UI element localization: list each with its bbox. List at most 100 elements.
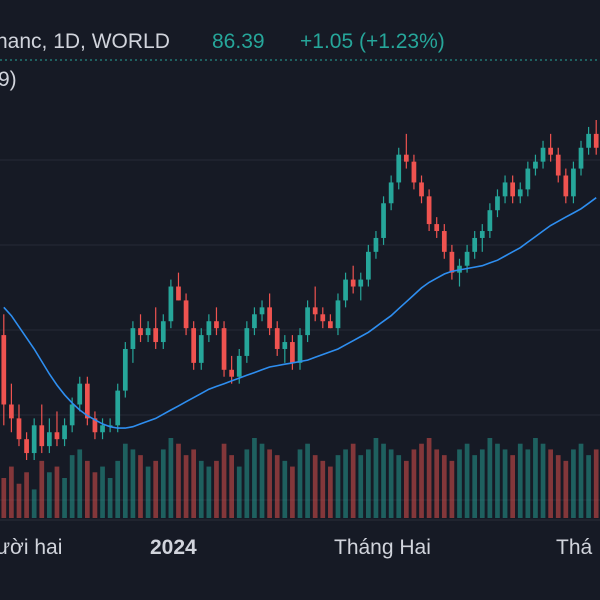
candle-body xyxy=(145,328,151,336)
volume-bar xyxy=(517,443,523,518)
volume-bar xyxy=(160,449,166,518)
candle-body xyxy=(396,154,402,183)
volume-bar xyxy=(305,443,310,518)
candle-body xyxy=(282,342,288,349)
volume-bar xyxy=(198,460,204,518)
volume-bar xyxy=(274,455,280,518)
candle xyxy=(24,432,29,460)
candle xyxy=(335,293,341,336)
volume-bar xyxy=(130,449,136,518)
volume-bar xyxy=(593,449,599,518)
volume-bar xyxy=(39,460,45,518)
candle-body xyxy=(221,328,227,370)
candle xyxy=(31,418,37,460)
candle-body xyxy=(1,335,7,405)
candle xyxy=(419,175,424,204)
candle xyxy=(358,272,364,301)
candle xyxy=(434,217,440,238)
candle-body xyxy=(130,328,136,349)
candle xyxy=(388,175,394,211)
volume-bar xyxy=(419,443,424,518)
candle xyxy=(441,224,447,259)
candle xyxy=(510,175,516,204)
volume-bar xyxy=(122,443,128,518)
candle xyxy=(183,293,189,336)
candle-body xyxy=(31,425,37,454)
candle-body xyxy=(525,168,531,190)
volume-bar xyxy=(472,455,478,518)
candle xyxy=(578,140,584,176)
candle-body xyxy=(593,133,599,148)
candle xyxy=(343,272,348,308)
x-tick-label: Tháng Hai xyxy=(334,536,431,559)
candle xyxy=(221,321,227,377)
candle-body xyxy=(495,196,500,211)
candle xyxy=(62,418,67,447)
candle-body xyxy=(479,231,485,238)
candle-body xyxy=(259,307,265,315)
candle xyxy=(403,133,409,169)
volume-bar xyxy=(555,455,561,518)
candle xyxy=(533,154,538,176)
candle-body xyxy=(434,224,440,232)
candle xyxy=(449,244,455,280)
candle-body xyxy=(441,231,447,252)
candle-body xyxy=(176,286,181,301)
candle-body xyxy=(168,286,174,322)
price-change: +1.05 (+1.23%) xyxy=(300,30,445,53)
volume-bar xyxy=(92,472,98,518)
candle-body xyxy=(449,251,455,273)
candle xyxy=(229,355,234,384)
candle-body xyxy=(9,404,14,419)
volume-bar xyxy=(533,438,538,518)
candle xyxy=(479,224,485,252)
candle-body xyxy=(350,279,356,287)
candle-body xyxy=(214,321,219,329)
volume-bar xyxy=(176,443,181,518)
volume-bar xyxy=(290,466,295,518)
candle xyxy=(593,120,599,155)
candle xyxy=(350,265,356,294)
candle-body xyxy=(502,182,508,197)
candle-body xyxy=(358,279,364,287)
candle-body xyxy=(252,314,257,329)
candle xyxy=(39,404,45,454)
volume-bar xyxy=(206,466,212,518)
volume-bar xyxy=(47,472,52,518)
volume-bar xyxy=(183,455,189,518)
candle-body xyxy=(191,328,197,363)
volume-bar xyxy=(145,466,151,518)
volume-bar xyxy=(563,460,569,518)
candle-body xyxy=(183,300,189,329)
volume-bar xyxy=(267,449,272,518)
volume-bar xyxy=(396,455,402,518)
volume-bar xyxy=(62,478,67,518)
candle-body xyxy=(69,404,75,426)
candle-body xyxy=(47,432,52,447)
candle xyxy=(259,300,265,322)
volume-bar xyxy=(191,449,197,518)
candle-body xyxy=(563,175,569,197)
candle xyxy=(571,161,576,204)
candle xyxy=(495,189,500,218)
volume-bar xyxy=(320,460,326,518)
volume-bar xyxy=(252,438,257,518)
candle-body xyxy=(305,307,310,336)
candle xyxy=(252,307,257,336)
x-tick-label: Thá xyxy=(556,536,593,559)
candle xyxy=(426,189,432,232)
volume-bar xyxy=(343,449,348,518)
candle xyxy=(305,300,310,343)
candle-body xyxy=(290,342,295,363)
volume-bar xyxy=(479,449,485,518)
volume-bar xyxy=(434,449,440,518)
candle-body xyxy=(77,383,83,405)
candle xyxy=(153,307,159,349)
volume-bar xyxy=(540,443,546,518)
candle xyxy=(115,383,121,433)
volume-bar xyxy=(328,466,333,518)
candle-body xyxy=(100,425,105,433)
symbol-label: nanc, 1D, WORLD xyxy=(0,30,170,53)
candle xyxy=(487,203,493,238)
